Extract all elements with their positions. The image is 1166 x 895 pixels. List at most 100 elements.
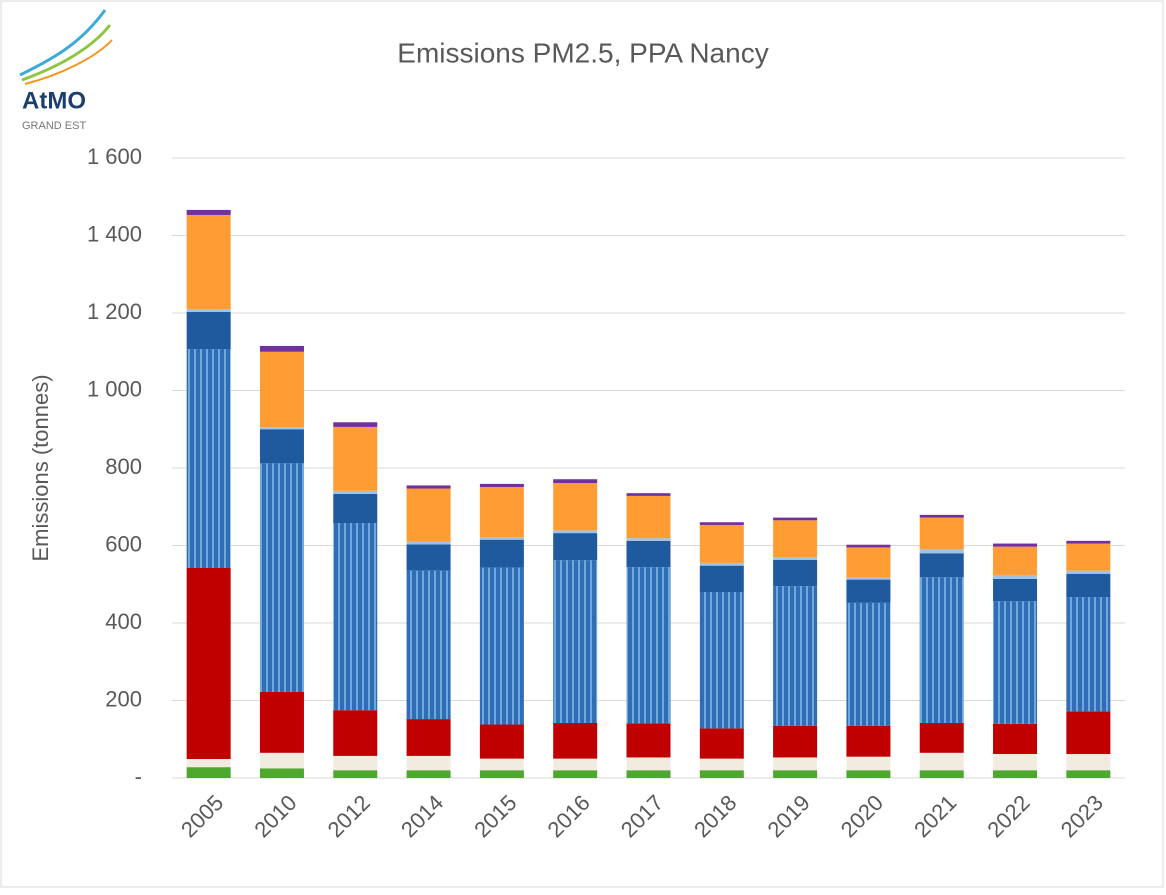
y-tick-label: 200	[105, 686, 142, 711]
bar-segment	[259, 345, 304, 352]
bar-segment	[773, 520, 818, 558]
bar-segment	[333, 523, 378, 711]
bar-segment	[993, 578, 1038, 602]
bar-segment	[186, 214, 231, 310]
bar-segment	[919, 577, 964, 723]
bar-segment	[626, 540, 671, 568]
bar-segment	[699, 522, 744, 525]
bar-segment	[626, 495, 671, 539]
bar-segment	[479, 758, 524, 771]
bar-segment	[259, 691, 304, 753]
bar-segment	[1066, 753, 1111, 771]
bar-segment	[626, 493, 671, 496]
bar-segment	[846, 770, 891, 778]
bar-segment	[406, 770, 451, 778]
bar-segment	[919, 722, 964, 753]
bar-segment	[333, 426, 378, 491]
bar-segment	[919, 752, 964, 771]
bar-segment	[479, 770, 524, 778]
bar-segment	[1066, 543, 1111, 571]
bar-segment	[333, 422, 378, 427]
y-tick-label: -	[135, 764, 142, 789]
bar-segment	[333, 490, 378, 494]
bar-segment	[186, 309, 231, 312]
bar-segment	[553, 758, 598, 771]
bar-segment	[773, 757, 818, 771]
bar-segment	[406, 541, 451, 545]
bar-segment	[553, 722, 598, 759]
chart-title: Emissions PM2.5, PPA Nancy	[397, 37, 768, 68]
bar-segment	[333, 710, 378, 756]
bar-segment	[553, 533, 598, 561]
bar-segment	[699, 524, 744, 563]
bar-segment	[919, 514, 964, 518]
bar-segment	[479, 537, 524, 540]
bar-segment	[846, 756, 891, 771]
bar-segment	[626, 538, 671, 541]
bar-segment	[846, 602, 891, 726]
bar-segment	[993, 574, 1038, 579]
bar-segment	[846, 579, 891, 603]
bar-segment	[1066, 770, 1111, 778]
bar-segment	[993, 601, 1038, 724]
bar-segment	[626, 770, 671, 778]
bar-segment	[186, 209, 231, 215]
bar-segment	[919, 553, 964, 578]
bar-segment	[406, 544, 451, 571]
bar-segment	[479, 486, 524, 538]
bar-segment	[479, 567, 524, 725]
bar-segment	[259, 768, 304, 778]
bar-segment	[773, 586, 818, 726]
y-tick-label: 600	[105, 531, 142, 556]
bar-segment	[333, 755, 378, 771]
bar-segment	[773, 559, 818, 587]
bar-segment	[406, 488, 451, 542]
bar-segment	[846, 577, 891, 580]
bar-segment	[479, 724, 524, 759]
bar-segment	[553, 770, 598, 778]
logo-name: AtMO	[22, 87, 86, 114]
bar-segment	[553, 560, 598, 723]
bar-segment	[1066, 570, 1111, 574]
bar-segment	[406, 719, 451, 756]
bar-segment	[699, 565, 744, 592]
bar-segment	[333, 493, 378, 524]
bar-segment	[406, 570, 451, 720]
bar-segment	[993, 546, 1038, 575]
logo: AtMO GRAND EST	[19, 9, 113, 132]
bar-segment	[259, 463, 304, 692]
y-tick-label: 1 000	[87, 376, 142, 401]
logo-swoosh	[21, 24, 112, 82]
bar-segment	[333, 770, 378, 778]
bar-segment	[699, 562, 744, 566]
bar-segment	[919, 549, 964, 554]
logo-swoosh	[19, 9, 107, 77]
bar-segment	[626, 567, 671, 724]
bar-segment	[846, 547, 891, 578]
bar-segment	[186, 759, 231, 768]
bar-segment	[993, 753, 1038, 771]
bar-segment	[1066, 573, 1111, 598]
y-tick-label: 1 600	[87, 144, 142, 169]
bar-segment	[186, 311, 231, 350]
bar-segment	[553, 483, 598, 531]
bar-segment	[626, 723, 671, 758]
bar-segment	[699, 728, 744, 759]
bar-segment	[406, 485, 451, 489]
bar-segment	[1066, 711, 1111, 754]
bar-segment	[919, 770, 964, 778]
bar-segment	[773, 725, 818, 758]
y-tick-label: 400	[105, 609, 142, 634]
bar-segment	[406, 755, 451, 771]
y-tick-label: 1 200	[87, 299, 142, 324]
bar-segment	[846, 544, 891, 548]
y-axis-title: Emissions (tonnes)	[28, 374, 53, 561]
bar-segment	[186, 767, 231, 778]
bar-segment	[846, 725, 891, 757]
bar-segment	[993, 723, 1038, 754]
bar-segment	[1066, 597, 1111, 712]
bar-segment	[773, 517, 818, 521]
bar-segment	[479, 483, 524, 487]
